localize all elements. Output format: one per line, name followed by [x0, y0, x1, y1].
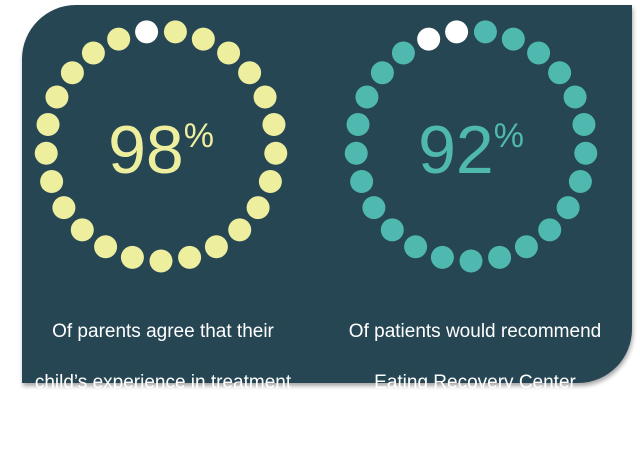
filled-dot — [45, 85, 69, 109]
filled-dot — [228, 218, 252, 242]
filled-dot — [404, 235, 428, 259]
remainder-dot — [417, 27, 441, 51]
filled-dot — [253, 85, 277, 109]
filled-dot — [514, 235, 538, 259]
filled-dot — [204, 235, 228, 259]
filled-dot — [568, 170, 592, 194]
caption-parents: Of parents agree that their child’s expe… — [18, 293, 308, 472]
caption-line: child’s experience in treatment — [34, 371, 292, 393]
filled-dot — [262, 112, 286, 136]
filled-dot — [538, 218, 562, 242]
stat-ring-parents: 98% — [34, 20, 288, 273]
filled-dot — [572, 112, 596, 136]
filled-dot — [238, 61, 262, 85]
stat-value-patients: 92% — [418, 112, 524, 188]
filled-dot — [246, 196, 270, 220]
filled-dot — [430, 245, 454, 269]
filled-dot — [370, 61, 394, 85]
filled-dot — [350, 170, 374, 194]
filled-dot — [344, 141, 368, 165]
filled-dot — [563, 85, 587, 109]
filled-dot — [81, 41, 105, 65]
caption-line: was helpful — [115, 422, 211, 444]
caption-patients: Of patients would recommend Eating Recov… — [330, 293, 620, 472]
caption-line: Of patients would recommend — [348, 320, 602, 342]
filled-dot — [501, 27, 525, 51]
stat-number: 92 — [418, 112, 494, 188]
dot-ring — [34, 20, 288, 273]
filled-dot — [34, 141, 58, 165]
filled-dot — [107, 27, 131, 51]
stat-ring-patients: 92% — [344, 20, 598, 273]
stat-percent-sign: % — [184, 117, 214, 155]
stat-value-parents: 98% — [108, 112, 214, 188]
remainder-dot — [135, 20, 159, 44]
filled-dot — [163, 20, 187, 44]
filled-dot — [459, 249, 483, 273]
filled-dot — [40, 170, 64, 194]
filled-dot — [362, 196, 386, 220]
filled-dot — [473, 20, 497, 44]
filled-dot — [355, 85, 379, 109]
filled-dot — [346, 112, 370, 136]
filled-dot — [70, 218, 94, 242]
filled-dot — [52, 196, 76, 220]
filled-dot — [178, 245, 202, 269]
filled-dot — [36, 112, 60, 136]
caption-line: Eating Recovery Center — [374, 371, 576, 393]
filled-dot — [60, 61, 84, 85]
filled-dot — [217, 41, 241, 65]
filled-dot — [258, 170, 282, 194]
filled-dot — [556, 196, 580, 220]
filled-dot — [574, 141, 598, 165]
filled-dot — [120, 245, 144, 269]
filled-dot — [149, 249, 173, 273]
filled-dot — [264, 141, 288, 165]
filled-dot — [527, 41, 551, 65]
caption-line: to those in need of treatment — [354, 422, 596, 444]
caption-line: Of parents agree that their — [52, 320, 274, 342]
infographic-panel — [22, 5, 632, 383]
filled-dot — [488, 245, 512, 269]
filled-dot — [380, 218, 404, 242]
filled-dot — [94, 235, 118, 259]
stat-number: 98 — [108, 112, 184, 188]
remainder-dot — [445, 20, 469, 44]
filled-dot — [191, 27, 215, 51]
stat-percent-sign: % — [494, 117, 524, 155]
filled-dot — [391, 41, 415, 65]
dot-ring — [344, 20, 598, 273]
filled-dot — [548, 61, 572, 85]
